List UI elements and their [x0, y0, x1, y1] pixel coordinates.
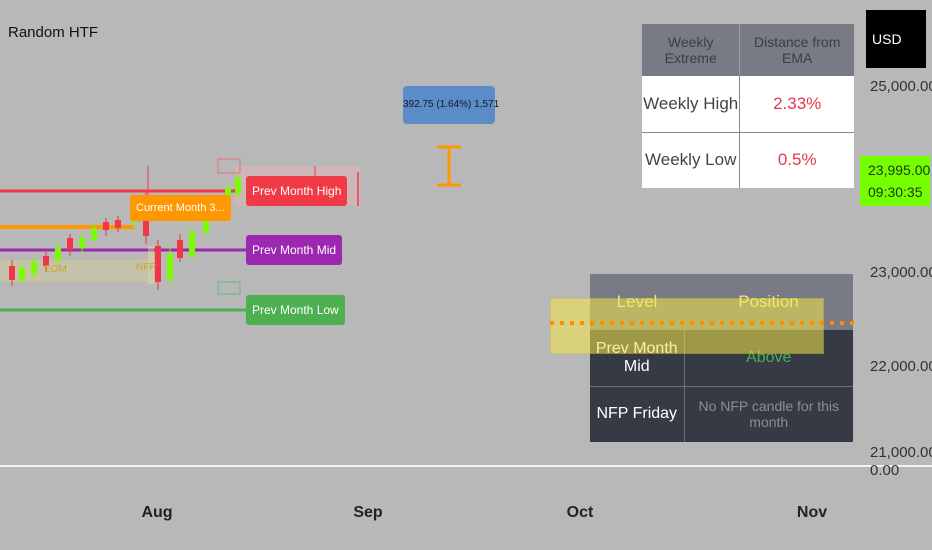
measure-tooltip: 392.75 (1.64%) 1,571 [403, 86, 499, 124]
current-month-label[interactable]: Current Month 3... [130, 195, 231, 221]
nfp-friday-value: No NFP candle for this month [698, 398, 840, 431]
axis-divider [0, 465, 932, 467]
price-axis[interactable]: USD 25,000.00 23,995.00 09:30:35 23,000.… [858, 0, 932, 480]
prev-month-mid-label[interactable]: Prev Month Mid [246, 235, 343, 265]
weekly-header-extreme: Weekly Extreme [642, 24, 741, 76]
weekly-low-label: Weekly Low [642, 132, 741, 188]
weekly-high-value: 2.33% [739, 76, 854, 133]
currency-selector[interactable]: USD [866, 10, 926, 68]
current-price: 23,995.00 [868, 162, 931, 178]
price-label-23000: 23,000.00 [870, 264, 932, 281]
chart-title: Random HTF [8, 24, 99, 41]
time-label-sep: Sep [353, 504, 383, 521]
nfp-friday-label: NFP Friday [590, 386, 685, 442]
highlight-zone [550, 298, 824, 354]
current-price-tag: 23,995.00 09:30:35 [860, 156, 930, 206]
time-label-oct: Oct [566, 504, 594, 521]
time-label-nov: Nov [796, 504, 828, 521]
monthly-level-table: Level Position Prev Month Mid Above NFP … [590, 274, 853, 442]
price-label-25000: 25,000.00 [870, 78, 932, 95]
eom-tag: EOM [44, 264, 67, 275]
weekly-header-distance: Distance from EMA [754, 34, 841, 66]
nfp-box [148, 246, 154, 284]
price-label-22000: 22,000.00 [870, 358, 932, 375]
weekly-extreme-table: Weekly Extreme Distance from EMA Weekly … [642, 24, 854, 188]
marker-box [217, 158, 241, 174]
price-label-21000: 21,000.00 [870, 444, 932, 461]
time-axis[interactable]: Aug Sep Oct Nov [0, 466, 932, 550]
weekly-low-value: 0.5% [777, 150, 817, 170]
chart-area[interactable]: Random HTF [0, 0, 858, 465]
prev-month-high-label[interactable]: Prev Month High [246, 176, 348, 206]
marker-box [217, 281, 241, 295]
time-label-aug: Aug [141, 504, 173, 521]
bar-countdown: 09:30:35 [868, 184, 923, 200]
current-price-dotted-line [550, 321, 856, 325]
prev-month-low-label[interactable]: Prev Month Low [246, 295, 345, 325]
nfp-tag: NFP [136, 262, 156, 273]
weekly-high-label: Weekly High [642, 76, 741, 133]
price-label-zero: 0.00 [870, 462, 900, 479]
